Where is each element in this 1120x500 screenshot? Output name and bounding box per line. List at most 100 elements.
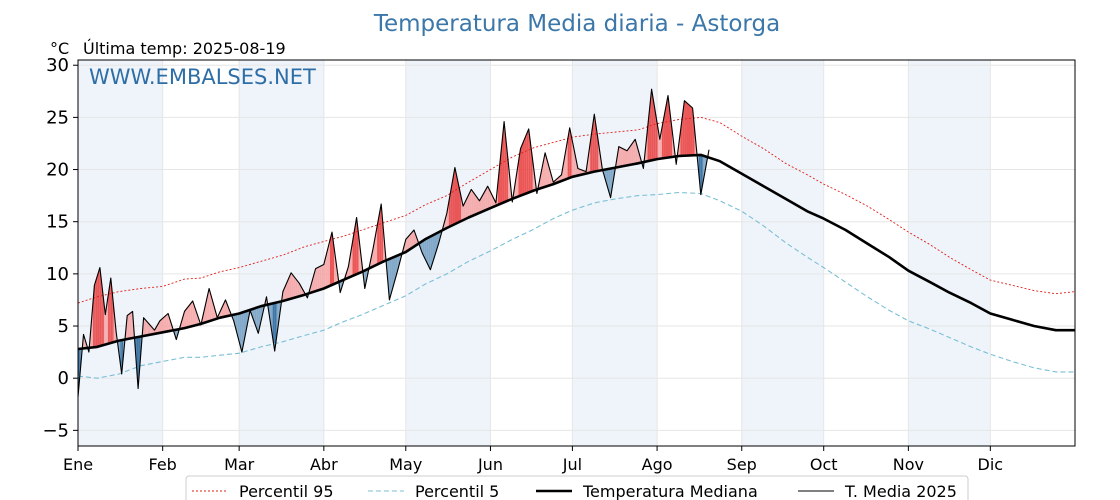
anomaly-fill	[258, 306, 261, 334]
anomaly-fill	[471, 189, 474, 217]
series-line-temperatura-mediana	[77, 153, 1075, 351]
anomaly-fill	[327, 240, 330, 287]
chart-title: Temperatura Media diaria - Astorga	[373, 11, 780, 37]
anomaly-fill	[485, 186, 488, 211]
anomaly-fill	[188, 303, 191, 328]
anomaly-fill	[461, 196, 464, 222]
anomaly-fill	[563, 151, 566, 181]
anomaly-fill	[526, 128, 529, 194]
anomaly-fill	[129, 312, 132, 339]
anomaly-fill	[545, 152, 548, 187]
anomaly-fill	[138, 336, 140, 389]
anomaly-fill	[647, 109, 650, 162]
legend-box	[185, 475, 969, 500]
anomaly-fill	[610, 168, 613, 198]
anomaly-fill	[164, 315, 167, 333]
anomaly-fill	[190, 300, 193, 327]
anomaly-fill	[128, 313, 130, 339]
anomaly-fill	[186, 306, 189, 328]
anomaly-fill	[467, 193, 470, 219]
x-tick-label: Dic	[978, 455, 1004, 474]
x-tick-label: Oct	[810, 455, 838, 474]
anomaly-fill	[430, 235, 433, 270]
anomaly-fill	[98, 267, 100, 347]
anomaly-fill	[97, 272, 99, 347]
anomaly-fill	[506, 141, 509, 202]
series-line-percentil-95	[77, 116, 1076, 304]
anomaly-fill	[235, 313, 238, 337]
anomaly-fill	[256, 307, 259, 334]
anomaly-fill	[653, 101, 656, 160]
anomaly-fill	[530, 145, 533, 192]
anomaly-fill	[221, 304, 224, 318]
y-tick-label: 20	[46, 160, 69, 181]
anomaly-fill	[569, 127, 572, 178]
anomaly-fill	[389, 258, 392, 300]
anomaly-fill	[168, 313, 171, 332]
series-line-percentil-5	[77, 191, 1075, 379]
anomaly-fill	[487, 186, 490, 210]
anomaly-fill	[315, 267, 318, 292]
anomaly-fill	[334, 247, 337, 284]
month-band	[78, 60, 163, 446]
anomaly-fill	[633, 139, 636, 165]
anomaly-fill	[150, 325, 152, 335]
anomaly-fill	[631, 142, 634, 165]
anomaly-fill	[520, 143, 523, 196]
anomaly-fill	[105, 305, 107, 345]
anomaly-fill	[620, 147, 623, 167]
legend-item-label: Temperatura Mediana	[582, 482, 758, 500]
month-band	[405, 60, 491, 446]
anomaly-fill	[657, 126, 660, 160]
month-bands	[78, 60, 991, 446]
anomaly-fill	[184, 308, 187, 329]
y-axis-ticks: −5 0 5 10 15 20 25 30	[42, 55, 78, 441]
anomaly-fill	[319, 265, 322, 290]
anomaly-fill	[549, 167, 552, 186]
anomaly-fill	[131, 311, 133, 339]
anomaly-fill	[301, 286, 304, 296]
month-band	[741, 60, 824, 446]
x-tick-label: Feb	[149, 455, 177, 474]
unit-label: °C	[50, 39, 69, 58]
anomaly-fill	[297, 280, 300, 297]
x-tick-label: Mar	[224, 455, 255, 474]
x-tick-label: Sep	[727, 455, 757, 474]
anomaly-fill	[407, 234, 410, 251]
anomaly-fill	[293, 275, 296, 299]
anomaly-fill	[286, 277, 290, 300]
y-tick-label: 0	[58, 368, 69, 389]
anomaly-fill	[465, 197, 468, 220]
anomaly-fill	[166, 313, 169, 332]
month-band	[908, 60, 991, 446]
anomaly-fill	[144, 319, 147, 336]
anomaly-fill	[540, 163, 544, 189]
anomaly-fill	[161, 317, 165, 333]
x-axis-ticks: Ene Feb Mar Abr May Jun Jul Ago Sep Oct Nov Dic	[63, 446, 1003, 474]
anomaly-fill	[567, 127, 570, 179]
anomaly-fill	[594, 114, 597, 172]
anomaly-fill	[94, 280, 96, 348]
anomaly-fill	[159, 318, 162, 333]
anomaly-fill	[358, 235, 361, 274]
anomaly-fill	[624, 149, 628, 166]
anomaly-fill	[680, 116, 683, 156]
anomaly-fill	[670, 112, 673, 158]
y-tick-label: 10	[46, 264, 69, 285]
anomaly-fill	[91, 302, 94, 348]
anomaly-fill	[209, 288, 212, 322]
anomaly-fill	[243, 311, 246, 342]
anomaly-fill	[109, 278, 111, 344]
anomaly-fill	[205, 297, 208, 323]
anomaly-fill	[522, 138, 525, 195]
anomaly-fill	[213, 303, 216, 320]
anomaly-fill	[684, 100, 687, 156]
watermark: WWW.EMBALSES.NET	[89, 65, 316, 89]
anomaly-fill	[377, 215, 380, 265]
anomaly-fill	[489, 190, 492, 209]
anomaly-fill	[391, 257, 394, 293]
anomaly-fill	[329, 232, 333, 286]
anomaly-fill	[475, 195, 478, 215]
anomaly-fill	[688, 104, 691, 156]
